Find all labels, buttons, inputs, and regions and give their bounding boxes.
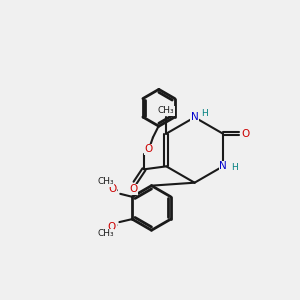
Text: CH₃: CH₃ <box>97 230 114 238</box>
Text: O: O <box>129 184 138 194</box>
Text: CH₃: CH₃ <box>97 178 114 187</box>
Text: O: O <box>108 184 116 194</box>
Text: O: O <box>144 144 153 154</box>
Text: H: H <box>231 163 238 172</box>
Text: O: O <box>108 222 116 232</box>
Text: CH₃: CH₃ <box>158 106 175 115</box>
Text: N: N <box>191 112 199 122</box>
Text: N: N <box>219 161 227 171</box>
Text: O: O <box>242 129 250 139</box>
Text: H: H <box>201 109 208 118</box>
